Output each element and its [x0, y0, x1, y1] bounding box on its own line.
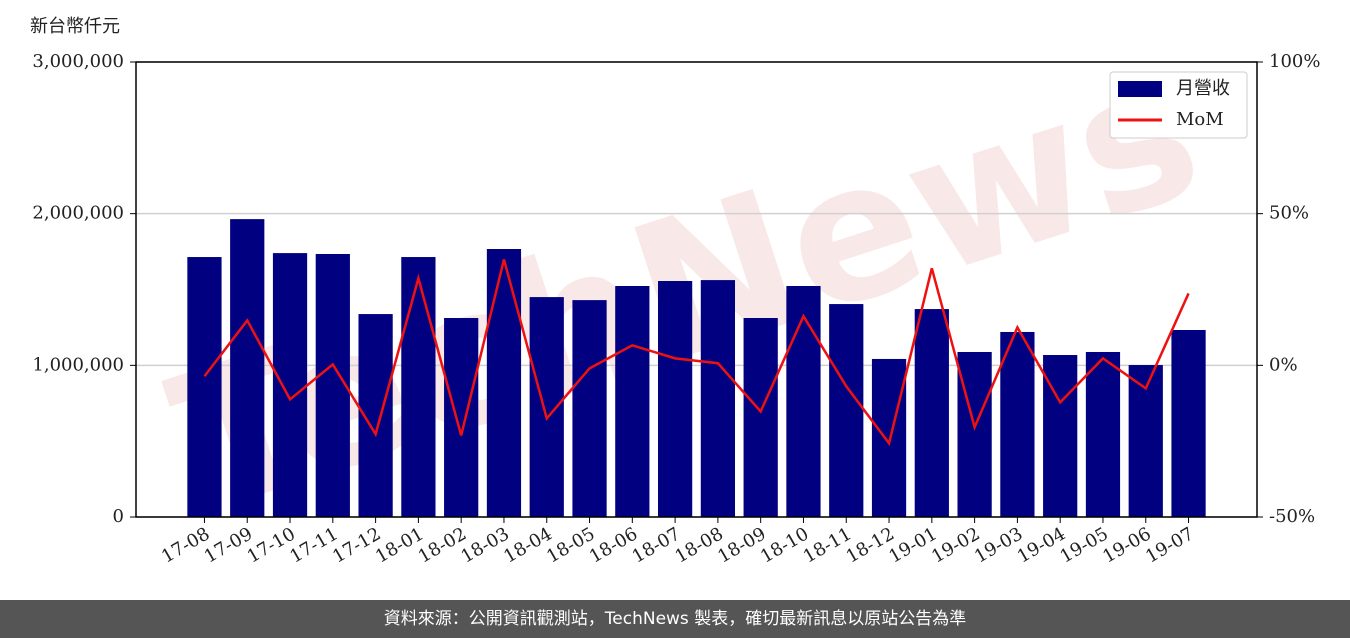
bar	[1085, 351, 1121, 517]
y-tick-label: 0	[113, 506, 124, 527]
bar	[315, 254, 350, 517]
x-tick-label: 18-10	[757, 523, 812, 567]
x-tick-label: 18-12	[843, 523, 898, 567]
bar	[743, 318, 778, 517]
bar	[657, 281, 693, 517]
plot-frame	[135, 61, 1258, 518]
bar	[871, 358, 907, 517]
bar	[829, 304, 864, 517]
x-tick-label: 18-04	[500, 523, 555, 567]
x-tick-label: 19-06	[1099, 523, 1154, 567]
x-tick-label: 19-04	[1014, 523, 1069, 567]
bar	[444, 318, 479, 517]
y2-tick-label: 100%	[1269, 51, 1320, 72]
x-tick-label: 18-11	[800, 523, 855, 567]
bar	[786, 286, 821, 517]
bar	[1128, 365, 1163, 517]
bar	[272, 253, 308, 517]
bar	[615, 286, 650, 517]
bar	[529, 297, 564, 517]
x-tick-label: 19-07	[1142, 523, 1197, 567]
x-tick-label: 18-06	[586, 523, 641, 567]
bar	[187, 257, 222, 517]
bar	[700, 280, 736, 517]
x-tick-label: 18-09	[714, 523, 769, 567]
legend-label: 月營收	[1176, 78, 1230, 99]
x-tick-label: 18-02	[415, 523, 470, 567]
y-axis-label: 新台幣仟元	[30, 16, 120, 37]
x-tick-label: 19-05	[1057, 523, 1112, 567]
x-tick-label: 18-08	[671, 523, 726, 567]
legend-label: MoM	[1176, 109, 1224, 130]
bar	[401, 257, 436, 517]
x-tick-label: 19-03	[971, 523, 1026, 567]
y2-tick-label: 50%	[1269, 203, 1309, 224]
bar	[572, 300, 607, 517]
y2-tick-label: 0%	[1269, 354, 1298, 375]
x-tick-label: 18-03	[458, 523, 513, 567]
x-tick-label: 18-01	[372, 523, 427, 567]
bar	[957, 351, 992, 517]
x-tick-label: 19-02	[928, 523, 983, 567]
y-tick-label: 3,000,000	[32, 51, 124, 72]
line	[203, 259, 1190, 447]
x-tick-label: 17-12	[329, 523, 384, 567]
bar	[486, 249, 522, 517]
legend-swatch	[1118, 81, 1162, 97]
bar	[1000, 331, 1035, 517]
y-tick-label: 2,000,000	[32, 203, 124, 224]
x-tick-label: 18-05	[543, 523, 598, 567]
x-tick-label: 17-08	[158, 523, 213, 567]
bar	[914, 309, 949, 517]
footer-bar	[0, 600, 1350, 638]
y-tick-label: 1,000,000	[32, 354, 124, 375]
x-tick-label: 18-07	[629, 523, 684, 567]
bar	[230, 219, 265, 518]
bar	[1171, 329, 1206, 517]
footer: 資料來源：公開資訊觀測站，TechNews 製表，確切最新訊息以原站公告為準	[384, 609, 966, 629]
x-tick-label: 19-01	[885, 523, 940, 567]
y2-tick-label: -50%	[1269, 506, 1315, 527]
